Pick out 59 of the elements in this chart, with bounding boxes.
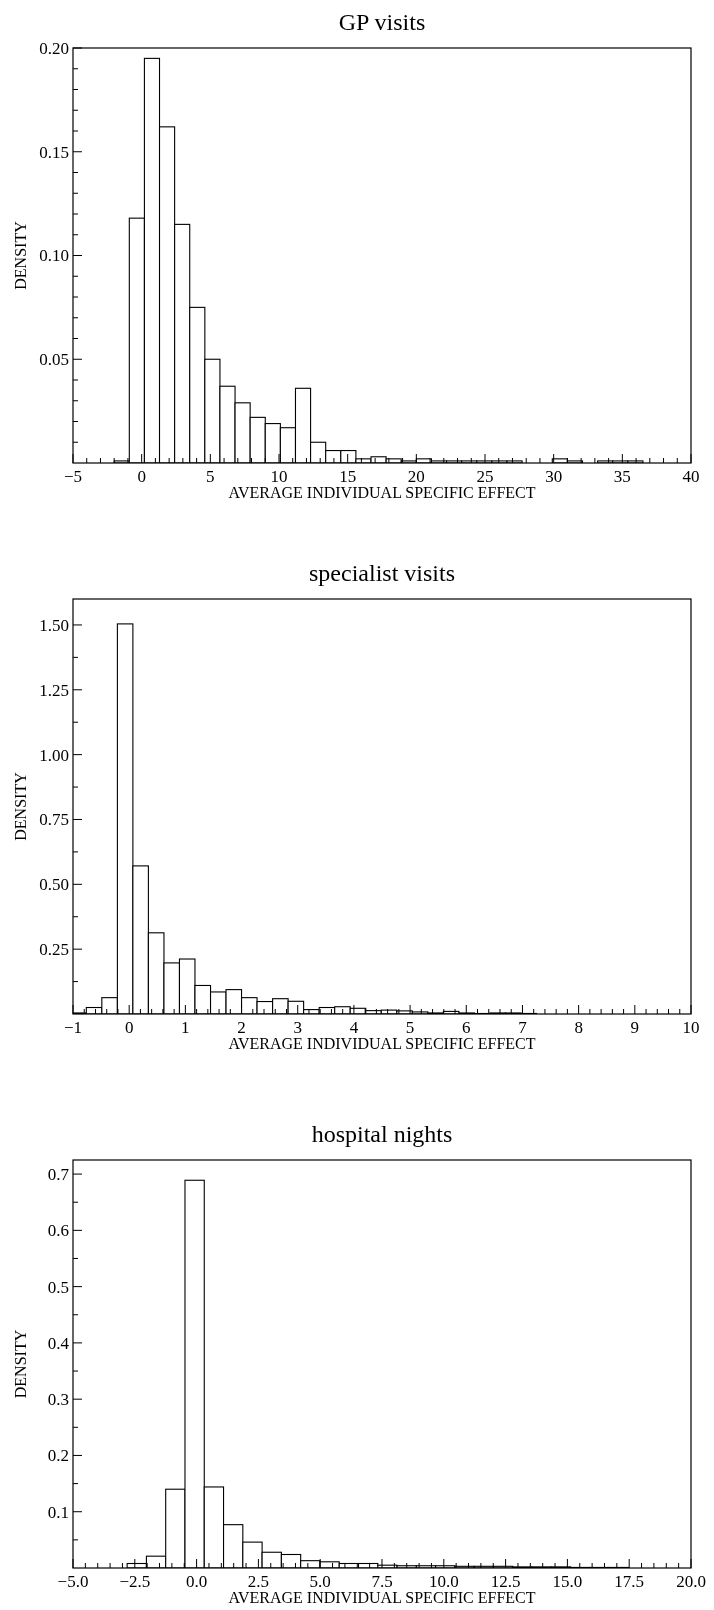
x-axis-title: AVERAGE INDIVIDUAL SPECIFIC EFFECT	[228, 1589, 536, 1606]
y-tick-label: 1.50	[39, 615, 69, 635]
x-tick-label: −5	[63, 467, 83, 486]
y-tick-label: 0.10	[39, 246, 69, 266]
x-tick-label: 10	[270, 467, 288, 486]
x-tick-label: 5	[206, 467, 215, 486]
x-tick-label: 35	[613, 467, 631, 486]
x-tick-label: 15.0	[552, 1572, 583, 1591]
x-tick-label: 30	[545, 467, 563, 486]
y-tick-label: 0.75	[39, 810, 69, 830]
x-tick-label: 12.5	[490, 1572, 521, 1591]
chart-title: GP visits	[338, 9, 426, 35]
x-tick-label: 5.0	[309, 1572, 331, 1591]
x-tick-label: 20	[407, 467, 425, 486]
y-tick-label: 0.6	[47, 1221, 69, 1241]
y-tick-label: 0.3	[47, 1390, 69, 1410]
y-tick-label: 0.7	[47, 1165, 70, 1185]
x-tick-label: 0.0	[185, 1572, 208, 1591]
x-tick-label: 40	[682, 467, 700, 486]
x-tick-label: −5.0	[57, 1572, 89, 1591]
y-tick-label: 1.25	[39, 680, 69, 700]
x-axis-title: AVERAGE INDIVIDUAL SPECIFIC EFFECT	[228, 1035, 536, 1052]
chart-title: specialist visits	[309, 560, 455, 586]
x-tick-label: 1	[181, 1018, 190, 1037]
y-tick-label: 1.00	[39, 745, 69, 765]
y-tick-label: 0.15	[39, 142, 69, 162]
y-tick-label: 0.4	[47, 1333, 70, 1353]
x-tick-label: 15	[339, 467, 357, 486]
x-tick-label: 9	[630, 1018, 640, 1037]
x-tick-label: 8	[574, 1018, 583, 1037]
y-tick-label: 0.1	[47, 1502, 69, 1522]
x-tick-label: 20.0	[676, 1572, 706, 1591]
x-tick-label: −2.5	[119, 1572, 151, 1591]
y-axis-title: DENSITY	[12, 220, 29, 290]
x-tick-label: 3	[293, 1018, 302, 1037]
chart-title: hospital nights	[311, 1121, 453, 1147]
y-tick-label: 0.20	[39, 38, 69, 58]
y-tick-label: 0.5	[47, 1277, 69, 1297]
y-tick-label: 0.25	[39, 940, 69, 960]
x-tick-label: 10	[682, 1018, 700, 1037]
x-axis-title: AVERAGE INDIVIDUAL SPECIFIC EFFECT	[228, 484, 536, 501]
y-axis-title: DENSITY	[12, 1329, 29, 1399]
y-tick-label: 0.2	[47, 1446, 69, 1466]
x-tick-label: 4	[349, 1018, 359, 1037]
y-tick-label: 0.50	[39, 875, 69, 895]
x-tick-label: 0	[124, 1018, 134, 1037]
x-tick-label: 10.0	[428, 1572, 459, 1591]
x-tick-label: 25	[476, 467, 494, 486]
y-axis-title: DENSITY	[12, 771, 29, 841]
x-tick-label: 6	[462, 1018, 471, 1037]
x-tick-label: 17.5	[614, 1572, 645, 1591]
y-tick-label: 0.05	[39, 350, 69, 370]
x-tick-label: −1	[63, 1018, 83, 1037]
x-tick-label: 0	[137, 467, 146, 486]
x-tick-label: 5	[405, 1018, 415, 1037]
x-tick-label: 2	[237, 1018, 246, 1037]
x-tick-label: 7.5	[371, 1572, 393, 1591]
x-tick-label: 2.5	[247, 1572, 270, 1591]
x-tick-label: 7	[518, 1018, 528, 1037]
